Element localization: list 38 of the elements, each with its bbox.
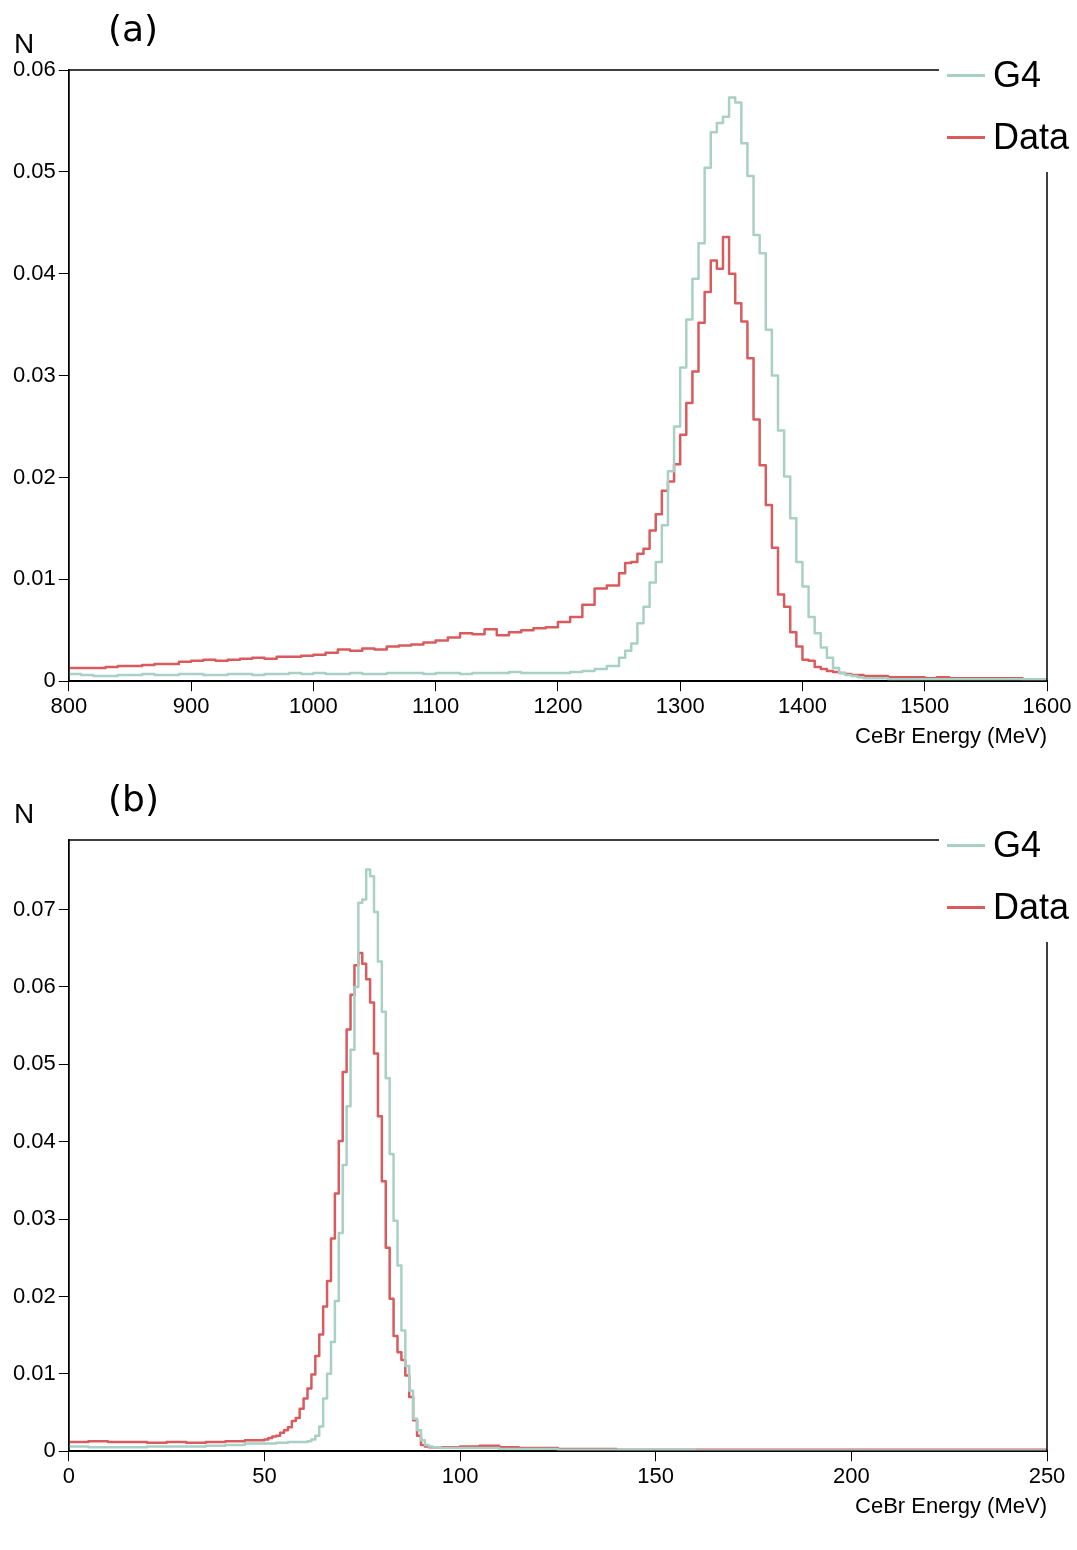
legend-label: Data (992, 886, 1069, 928)
chart-title: (b) (108, 778, 159, 819)
x-tick-label: 1000 (288, 693, 338, 719)
x-tick-label: 900 (172, 693, 210, 719)
y-tick-label: 0.02 (12, 463, 56, 489)
x-tick-label: 200 (833, 1463, 870, 1489)
x-tick-label: 100 (441, 1463, 479, 1489)
x-tick-label: 1300 (655, 693, 705, 719)
x-tick-label: 1500 (900, 693, 950, 719)
x-tick-label: 1400 (777, 693, 827, 719)
y-tick-label: 0.04 (12, 1127, 56, 1153)
x-axis-title: CeBr Energy (MeV) (855, 722, 1047, 748)
y-tick-label: 0.03 (12, 361, 56, 387)
y-tick-label: 0.01 (12, 1359, 56, 1385)
x-tick-label: 0 (62, 1463, 75, 1489)
y-tick-label: 0.03 (12, 1205, 56, 1231)
y-tick-label: 0 (43, 1437, 56, 1463)
x-tick-label: 1200 (533, 693, 583, 719)
legend-label: G4 (992, 824, 1041, 866)
x-tick-label: 50 (252, 1463, 277, 1489)
legend-label: G4 (992, 54, 1041, 96)
x-tick-label: 800 (50, 693, 88, 719)
y-tick-label: 0.01 (12, 565, 56, 591)
x-tick-label: 150 (637, 1463, 675, 1489)
y-tick-label: 0.02 (12, 1282, 56, 1308)
y-tick-label: 0 (43, 667, 56, 693)
y-axis-title: N (14, 798, 35, 830)
x-tick-label: 1100 (411, 693, 460, 719)
y-tick-label: 0.07 (12, 895, 56, 921)
x-axis-title: CeBr Energy (MeV) (855, 1492, 1047, 1518)
y-tick-label: 0.05 (12, 1050, 56, 1076)
y-tick-label: 0.04 (12, 259, 56, 285)
chart-title: (a) (108, 8, 159, 49)
x-tick-label: 1600 (1022, 693, 1072, 719)
y-tick-label: 0.06 (12, 973, 56, 999)
y-tick-label: 0.05 (12, 157, 56, 183)
legend-label: Data (992, 116, 1069, 158)
x-tick-label: 250 (1028, 1463, 1066, 1489)
